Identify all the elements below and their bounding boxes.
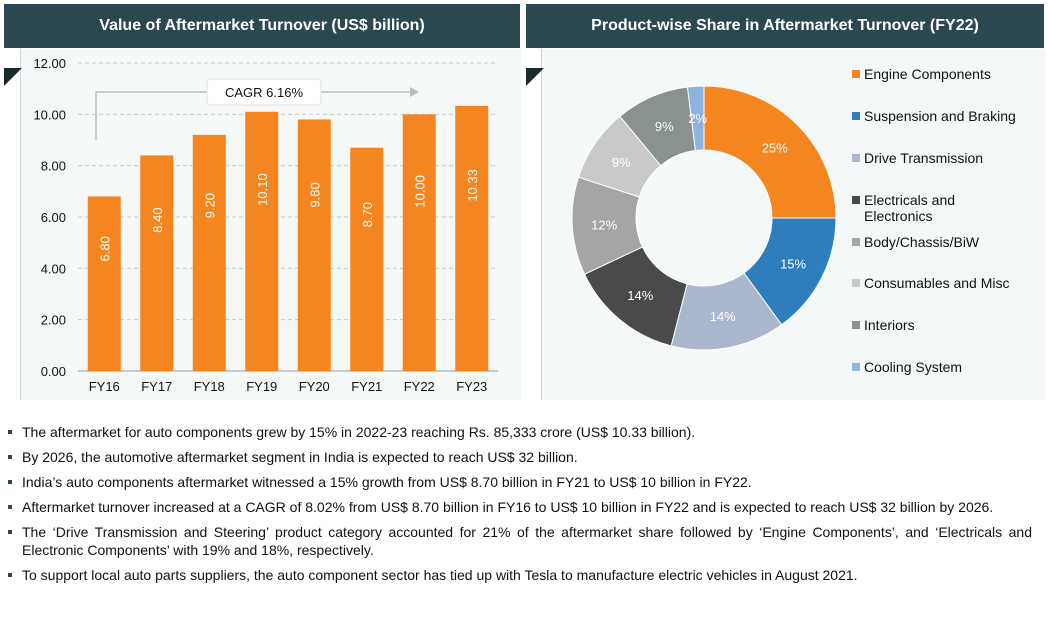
slice-label: 14% — [710, 309, 736, 324]
donut-chart-title: Product-wise Share in Aftermarket Turnov… — [526, 4, 1044, 48]
legend-swatch — [852, 196, 860, 204]
bar-data-label: 10.33 — [465, 169, 480, 202]
legend-item: Engine Components — [852, 66, 991, 82]
y-tick-label: 0.00 — [41, 364, 66, 379]
donut-chart: 25% 15% 14% 14% 12% 9% 9% 2% — [571, 85, 837, 351]
legend-label: Body/Chassis/BiW — [864, 234, 980, 250]
slice-label: 9% — [612, 155, 631, 170]
bar — [402, 114, 436, 371]
bar — [87, 196, 121, 371]
slice-label: 12% — [591, 217, 617, 232]
legend-item: Body/Chassis/BiW — [852, 234, 979, 250]
legend-label: Drive Transmission — [864, 150, 984, 166]
bullet-item: The aftermarket for auto components grew… — [8, 423, 1032, 441]
legend-label: Engine Components — [864, 66, 991, 82]
y-tick-label: 6.00 — [41, 210, 66, 225]
x-tick-label: FY21 — [351, 379, 382, 394]
bullet-item: By 2026, the automotive aftermarket segm… — [8, 448, 1032, 466]
legend-item: Interiors — [852, 317, 915, 333]
bullet-item: India’s auto components aftermarket witn… — [8, 473, 1032, 491]
legend-swatch — [852, 70, 860, 78]
legend-label: Consumables and Misc — [864, 275, 1010, 291]
legend-swatch — [852, 112, 860, 120]
x-tick-label: FY19 — [246, 379, 277, 394]
x-tick-label: FY20 — [299, 379, 330, 394]
legend-item: Electricals and Electronics — [852, 192, 974, 224]
bullet-item: Aftermarket turnover increased at a CAGR… — [8, 498, 1032, 516]
cagr-label-box — [206, 78, 322, 106]
cagr-label: CAGR 6.16% — [225, 85, 303, 100]
y-tick-label: 10.00 — [33, 107, 66, 122]
bar-data-label: 9.80 — [307, 182, 322, 207]
y-tick-label: 8.00 — [41, 159, 66, 174]
legend-item: Drive Transmission — [852, 150, 983, 166]
bar — [245, 111, 279, 372]
x-tick-label: FY22 — [404, 379, 435, 394]
legend-swatch — [852, 363, 860, 371]
bar — [297, 119, 331, 371]
y-tick-label: 12.00 — [33, 56, 66, 71]
arrow-head-icon — [410, 87, 419, 97]
bar-data-label: 8.70 — [360, 202, 375, 227]
slice-label: 14% — [627, 288, 653, 303]
bar-chart-title: Value of Aftermarket Turnover (US$ billi… — [4, 4, 520, 48]
y-tick-label: 2.00 — [41, 313, 66, 328]
legend-label: Suspension and Braking — [864, 108, 1016, 124]
bar — [192, 134, 226, 371]
bar-chart: 0.00 2.00 4.00 6.00 8.00 10.00 12.00 FY16 6.80 FY… — [33, 56, 498, 394]
legend-item: Consumables and Misc — [852, 275, 1010, 291]
donut-slice — [686, 85, 705, 152]
legend-swatch — [852, 279, 860, 287]
slice-label: 25% — [762, 140, 788, 155]
bar — [455, 105, 489, 371]
bar-data-label: 9.20 — [202, 193, 217, 218]
legend-item: Cooling System — [852, 359, 962, 375]
slice-label: 9% — [655, 119, 674, 134]
x-tick-label: FY17 — [141, 379, 172, 394]
x-tick-label: FY18 — [194, 379, 225, 394]
bullet-item: The ‘Drive Transmission and Steering’ pr… — [8, 523, 1032, 559]
slice-label: 2% — [688, 111, 707, 126]
legend-label: Interiors — [864, 317, 915, 333]
bar-data-label: 10.10 — [255, 173, 270, 206]
legend-swatch — [852, 154, 860, 162]
x-tick-label: FY23 — [456, 379, 487, 394]
bar-data-label: 8.40 — [150, 207, 165, 232]
bullet-item: To support local auto parts suppliers, t… — [8, 566, 1032, 584]
bar-data-label: 10.00 — [412, 175, 427, 208]
legend-label: Cooling System — [864, 359, 963, 375]
legend-item: Suspension and Braking — [852, 108, 1016, 124]
bullet-list: The aftermarket for auto components grew… — [8, 423, 1032, 591]
bar — [140, 155, 174, 371]
x-tick-label: FY16 — [89, 379, 120, 394]
bar-data-label: 6.80 — [97, 236, 112, 261]
legend-swatch — [852, 321, 860, 329]
legend-swatch — [852, 238, 860, 246]
slice-label: 15% — [780, 256, 806, 271]
bar — [350, 147, 384, 371]
legend-label: Electricals and Electronics — [864, 192, 956, 224]
y-tick-label: 4.00 — [41, 261, 66, 276]
donut-slice — [703, 85, 837, 219]
